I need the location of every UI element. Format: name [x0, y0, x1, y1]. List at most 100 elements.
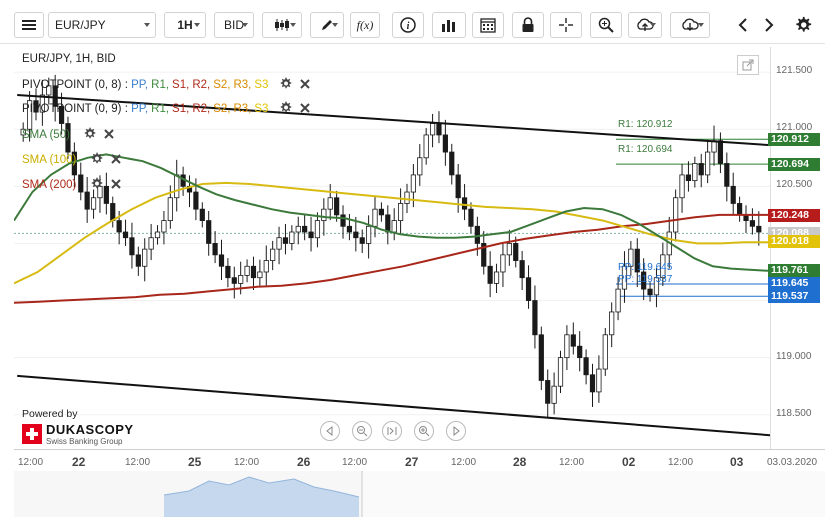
scroll-left-button[interactable]	[734, 12, 752, 38]
candle-body	[730, 185, 736, 204]
price-tag: 120.018	[768, 234, 820, 248]
pivot-2-keys: PP, R1, S1, R2, S2, R3, S3	[131, 103, 271, 115]
indicators-button[interactable]: f(x)	[350, 12, 380, 38]
candlestick-chart[interactable]	[14, 47, 770, 449]
zoom-in-icon	[419, 426, 430, 437]
triangle-left-icon	[326, 426, 333, 436]
price-side-select[interactable]: BID	[214, 12, 254, 38]
candle-body	[103, 185, 109, 204]
candle-body	[589, 374, 596, 393]
settings-button[interactable]	[792, 12, 814, 38]
time-tick-label: 03	[730, 455, 744, 469]
pivot-key: S2,	[213, 79, 231, 92]
candle-body	[52, 85, 58, 107]
expand-button[interactable]	[737, 55, 759, 75]
nav-zoom-out-button[interactable]	[352, 421, 372, 441]
candle-body	[685, 174, 692, 182]
sma-100-line	[14, 181, 768, 285]
candle-body	[20, 128, 26, 136]
sma-200-remove-icon[interactable]	[110, 178, 122, 193]
candle-body	[513, 243, 519, 261]
price-tick-label: 119.000	[776, 350, 812, 362]
legend-pivot-2-label: PIVOTPOINT (0, 9)	[22, 103, 122, 116]
candle-body	[33, 100, 39, 113]
candle-body	[46, 85, 52, 96]
sma-100-remove-icon[interactable]	[110, 153, 122, 168]
candle-body	[615, 288, 621, 313]
time-tick-label: 27	[405, 455, 419, 469]
crosshair-button[interactable]	[550, 12, 582, 38]
candle-body	[532, 300, 538, 336]
candle-body	[353, 231, 359, 239]
candle-body	[359, 237, 365, 244]
menu-icon	[22, 20, 36, 30]
r1-label-a: R1: 120.912	[618, 119, 673, 130]
download-button[interactable]	[670, 12, 710, 38]
pivot-1-remove-icon[interactable]	[299, 78, 311, 93]
candle-body	[436, 123, 442, 136]
candle-body	[653, 277, 660, 296]
right-arrow-icon	[765, 18, 774, 32]
upload-button[interactable]	[628, 12, 662, 38]
candle-body	[218, 254, 225, 267]
pivot-1-settings-icon[interactable]	[279, 77, 292, 93]
crosshair-icon	[559, 18, 573, 32]
candle-body	[557, 357, 564, 387]
menu-button[interactable]	[14, 12, 44, 38]
symbol-select[interactable]: EUR/JPY	[48, 12, 156, 38]
legend-pivot-2: PIVOTPOINT (0, 9) : PP, R1, S1, R2, S2, R3, S3	[22, 101, 311, 117]
sma-100-settings-icon[interactable]	[90, 152, 103, 168]
navigator[interactable]	[14, 471, 825, 517]
r1-label-b: R1: 120.694	[618, 144, 673, 155]
candle-body	[519, 260, 525, 279]
sma-50-remove-icon[interactable]	[103, 128, 115, 143]
candle-body	[449, 151, 455, 176]
info-button[interactable]: i	[392, 12, 424, 38]
time-tick-label: 12:00	[342, 457, 368, 468]
timeframe-select[interactable]: 1H	[164, 12, 206, 38]
nav-forward-button[interactable]	[446, 421, 466, 441]
legend-sma-100-label: SMA (100)	[22, 154, 77, 167]
plot-area[interactable]	[14, 47, 770, 449]
nav-reset-button[interactable]	[382, 421, 402, 441]
candle-body	[39, 94, 45, 113]
candle-body	[327, 197, 333, 210]
nav-zoom-in-button[interactable]	[414, 421, 434, 441]
time-axis[interactable]	[14, 449, 825, 472]
pivot-2-settings-icon[interactable]	[279, 101, 292, 117]
candle-body	[538, 334, 544, 381]
pencil-icon	[322, 20, 332, 30]
sma-50-settings-icon[interactable]	[83, 127, 96, 143]
candle-body	[385, 214, 391, 233]
zoom-button[interactable]	[590, 12, 622, 38]
sma-200-settings-icon[interactable]	[90, 177, 103, 193]
pivot-key: R1,	[151, 103, 170, 116]
price-axis[interactable]	[770, 47, 825, 449]
channel-upper-line	[17, 93, 770, 147]
candle-body	[737, 203, 743, 216]
calendar-button[interactable]	[472, 12, 504, 38]
candle-body	[26, 100, 33, 130]
candle-body	[602, 334, 608, 370]
brand-sub: Swiss Banking Group	[46, 437, 123, 446]
candle-body	[302, 225, 308, 233]
price-tick-label: 121.000	[776, 122, 813, 134]
candle-body	[621, 265, 628, 290]
lock-button[interactable]	[512, 12, 544, 38]
chart-type-button[interactable]	[262, 12, 302, 38]
time-tick-label: 25	[188, 455, 202, 469]
candle-body	[244, 265, 250, 276]
pivot-key: S3	[254, 103, 269, 116]
drawing-tools-button[interactable]	[310, 12, 344, 38]
pivot-2-remove-icon[interactable]	[299, 102, 311, 117]
candle-body	[78, 174, 84, 193]
legend-sma-200: SMA (200)	[22, 177, 122, 193]
scroll-right-button[interactable]	[760, 12, 778, 38]
volume-button[interactable]	[432, 12, 466, 38]
candle-body	[628, 248, 634, 267]
candle-body	[142, 248, 148, 267]
candle-body	[487, 265, 493, 284]
svg-text:i: i	[407, 21, 410, 32]
candle-body	[346, 225, 353, 233]
nav-back-button[interactable]	[320, 421, 340, 441]
